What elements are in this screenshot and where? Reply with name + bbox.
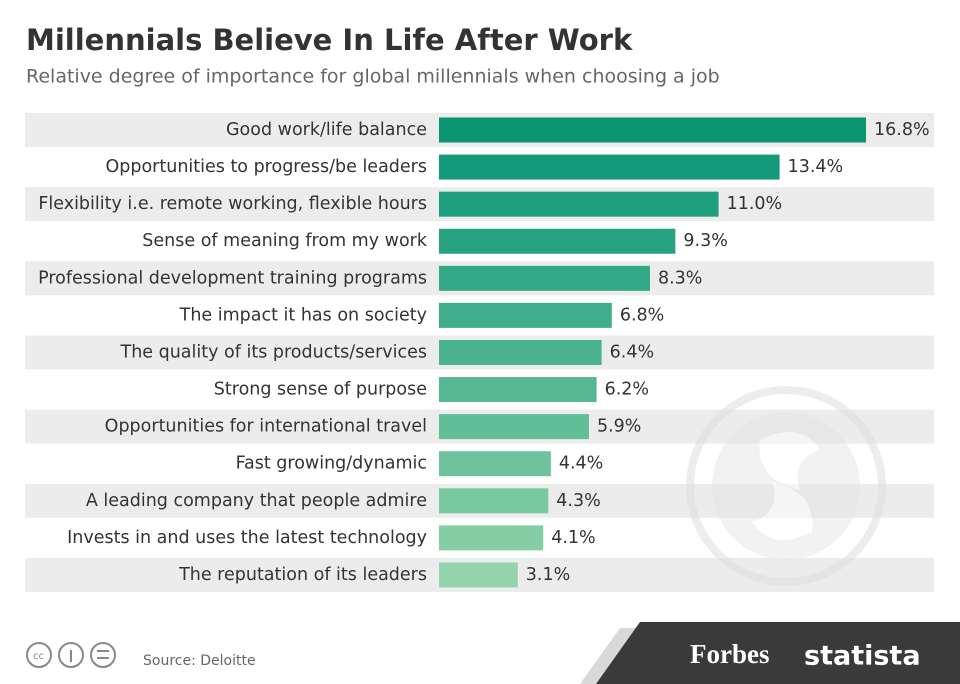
value-label: 6.8% xyxy=(620,305,664,325)
category-label: Flexibility i.e. remote working, flexibl… xyxy=(38,194,427,214)
category-label: The quality of its products/services xyxy=(120,342,428,362)
bar xyxy=(439,488,549,514)
value-label: 5.9% xyxy=(597,417,641,437)
license-icons xyxy=(26,642,116,668)
value-label: 4.1% xyxy=(551,528,595,548)
value-label: 3.1% xyxy=(526,565,570,585)
value-label: 6.2% xyxy=(605,380,649,400)
category-label: Fast growing/dynamic xyxy=(236,454,427,474)
brand-statista: statista xyxy=(804,641,921,672)
brand-forbes: Forbes xyxy=(690,639,769,669)
bar xyxy=(439,302,612,328)
bar xyxy=(439,451,551,477)
cc-mark: cc xyxy=(33,651,44,662)
bar xyxy=(439,265,650,291)
bar xyxy=(439,154,780,180)
bar xyxy=(439,191,719,217)
value-label: 11.0% xyxy=(727,194,783,214)
category-label: The impact it has on society xyxy=(179,305,427,325)
category-label: Invests in and uses the latest technolog… xyxy=(67,528,427,548)
category-label: Sense of meaning from my work xyxy=(142,231,428,251)
category-label: The reputation of its leaders xyxy=(178,565,427,585)
value-label: 13.4% xyxy=(788,157,844,177)
source: Source: Deloitte xyxy=(143,653,256,669)
watermark xyxy=(686,386,886,586)
category-label: Professional development training progra… xyxy=(38,268,427,288)
footer-band xyxy=(596,622,960,684)
bar xyxy=(439,414,589,440)
category-label: Opportunities for international travel xyxy=(105,417,427,437)
value-label: 8.3% xyxy=(658,268,702,288)
bar xyxy=(439,339,602,365)
value-label: 6.4% xyxy=(610,342,654,362)
bar xyxy=(439,525,544,551)
category-label: Good work/life balance xyxy=(226,120,427,140)
bar xyxy=(439,377,597,403)
chart-subtitle: Relative degree of importance for global… xyxy=(26,66,720,88)
value-label: 4.3% xyxy=(556,491,600,511)
bar xyxy=(439,117,866,143)
category-label: Opportunities to progress/be leaders xyxy=(105,157,427,177)
value-label: 16.8% xyxy=(874,120,930,140)
chart-title: Millennials Believe In Life After Work xyxy=(26,23,633,57)
bar xyxy=(439,562,518,588)
category-label: Strong sense of purpose xyxy=(214,380,427,400)
value-label: 4.4% xyxy=(559,454,603,474)
value-label: 9.3% xyxy=(683,231,727,251)
bar xyxy=(439,228,676,254)
category-label: A leading company that people admire xyxy=(86,491,427,511)
